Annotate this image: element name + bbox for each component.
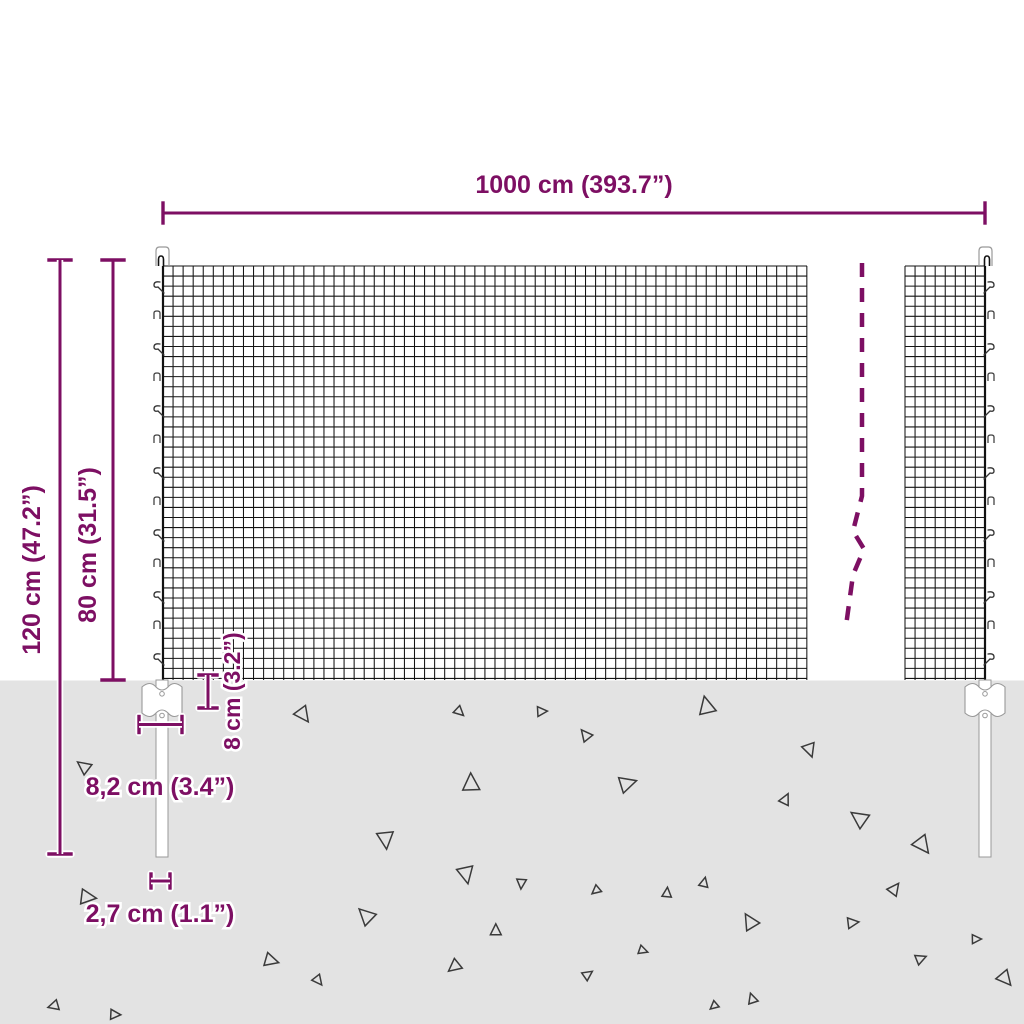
svg-text:80 cm (31.5”): 80 cm (31.5”): [74, 467, 102, 623]
svg-text:8 cm (3.2”): 8 cm (3.2”): [219, 632, 245, 750]
svg-text:120 cm (47.2”): 120 cm (47.2”): [18, 485, 46, 655]
svg-text:2,7 cm (1.1”): 2,7 cm (1.1”): [86, 900, 235, 928]
svg-text:1000 cm (393.7”): 1000 cm (393.7”): [475, 171, 672, 199]
svg-text:8,2 cm (3.4”): 8,2 cm (3.4”): [86, 773, 235, 801]
